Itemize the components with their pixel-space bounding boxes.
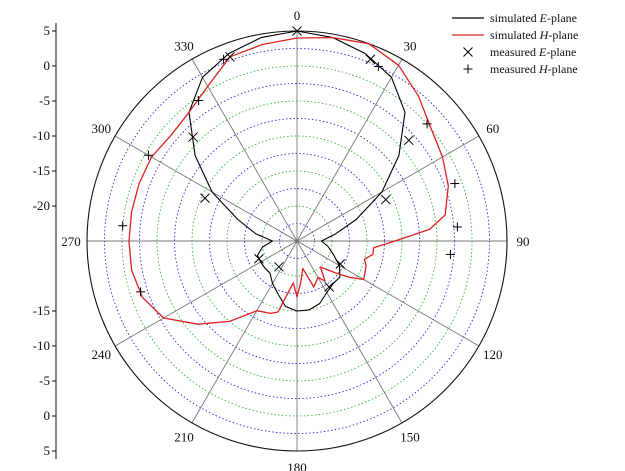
angle-tick-label: 240 [92,347,112,362]
data-point [403,135,414,146]
radial-axis: 5 0 -5 -10 -15 -20 -15 -10 -5 0 5 [33,23,57,459]
legend-entry: measured E-plane [463,45,576,59]
radial-tick-label: -5 [39,93,50,108]
data-point [450,179,460,189]
angle-tick-label: 30 [404,38,417,53]
data-point [292,26,302,36]
data-point [274,261,284,272]
angle-tick-label: 60 [486,121,499,136]
radial-tick-label: -10 [33,338,50,353]
angle-tick-label: 150 [400,430,420,445]
angle-tick-label: 180 [287,460,307,471]
radial-tick-label: -20 [33,198,50,213]
data-point [373,62,383,72]
legend-swatch [463,64,473,74]
spoke-grid [87,31,507,451]
data-point [188,132,198,142]
radial-tick-label: 0 [44,408,51,423]
data-point [194,96,204,106]
data-point [136,287,146,297]
series-line [188,30,406,312]
radial-tick-label: 0 [44,58,51,73]
legend-entry: simulated H-plane [452,28,578,42]
angle-tick-label: 270 [61,234,81,249]
data-point [118,221,128,231]
legend-swatch [463,47,473,57]
data-point [225,51,235,62]
radial-tick-label: 5 [44,23,51,38]
series-simulated-h-plane [128,36,449,325]
radial-tick-label: -10 [33,128,50,143]
angle-tick-label: 210 [174,430,194,445]
radial-tick-label: -15 [33,303,50,318]
angle-tick-label: 120 [483,347,503,362]
series-measured-h-plane [118,54,462,297]
legend-entry: simulated E-plane [452,11,577,25]
radial-tick-label: -15 [33,163,50,178]
legend-label: measured H-plane [490,62,578,76]
angle-tick-label: 300 [92,121,112,136]
series-layer [118,26,462,325]
data-point [445,249,455,259]
series-line [128,36,449,325]
spoke-grid-line [191,58,403,424]
legend-label: simulated H-plane [490,28,578,42]
legend-entry: measured H-plane [463,62,578,76]
angle-tick-label: 330 [174,38,194,53]
data-point [365,54,376,65]
legend-label: measured E-plane [490,45,576,59]
legend-label: simulated E-plane [490,11,577,25]
angle-tick-label: 90 [517,234,530,249]
data-point [452,222,462,232]
angle-tick-label: 0 [294,8,301,23]
radial-tick-label: -5 [39,373,50,388]
angle-tick-labels: 0 30 60 90 120 150 180 210 240 270 300 330 [61,8,529,471]
legend: simulated E-plane simulated H-plane measur… [452,11,578,76]
data-point [219,54,229,64]
series-simulated-e-plane [188,30,406,312]
data-point [143,150,153,160]
data-point [380,194,391,205]
data-point [324,282,334,292]
data-point [335,259,346,269]
radial-tick-label: 5 [44,443,51,458]
data-point [422,119,432,129]
data-point [254,253,264,264]
series-measured-e-plane [188,26,414,292]
data-point [200,193,210,203]
